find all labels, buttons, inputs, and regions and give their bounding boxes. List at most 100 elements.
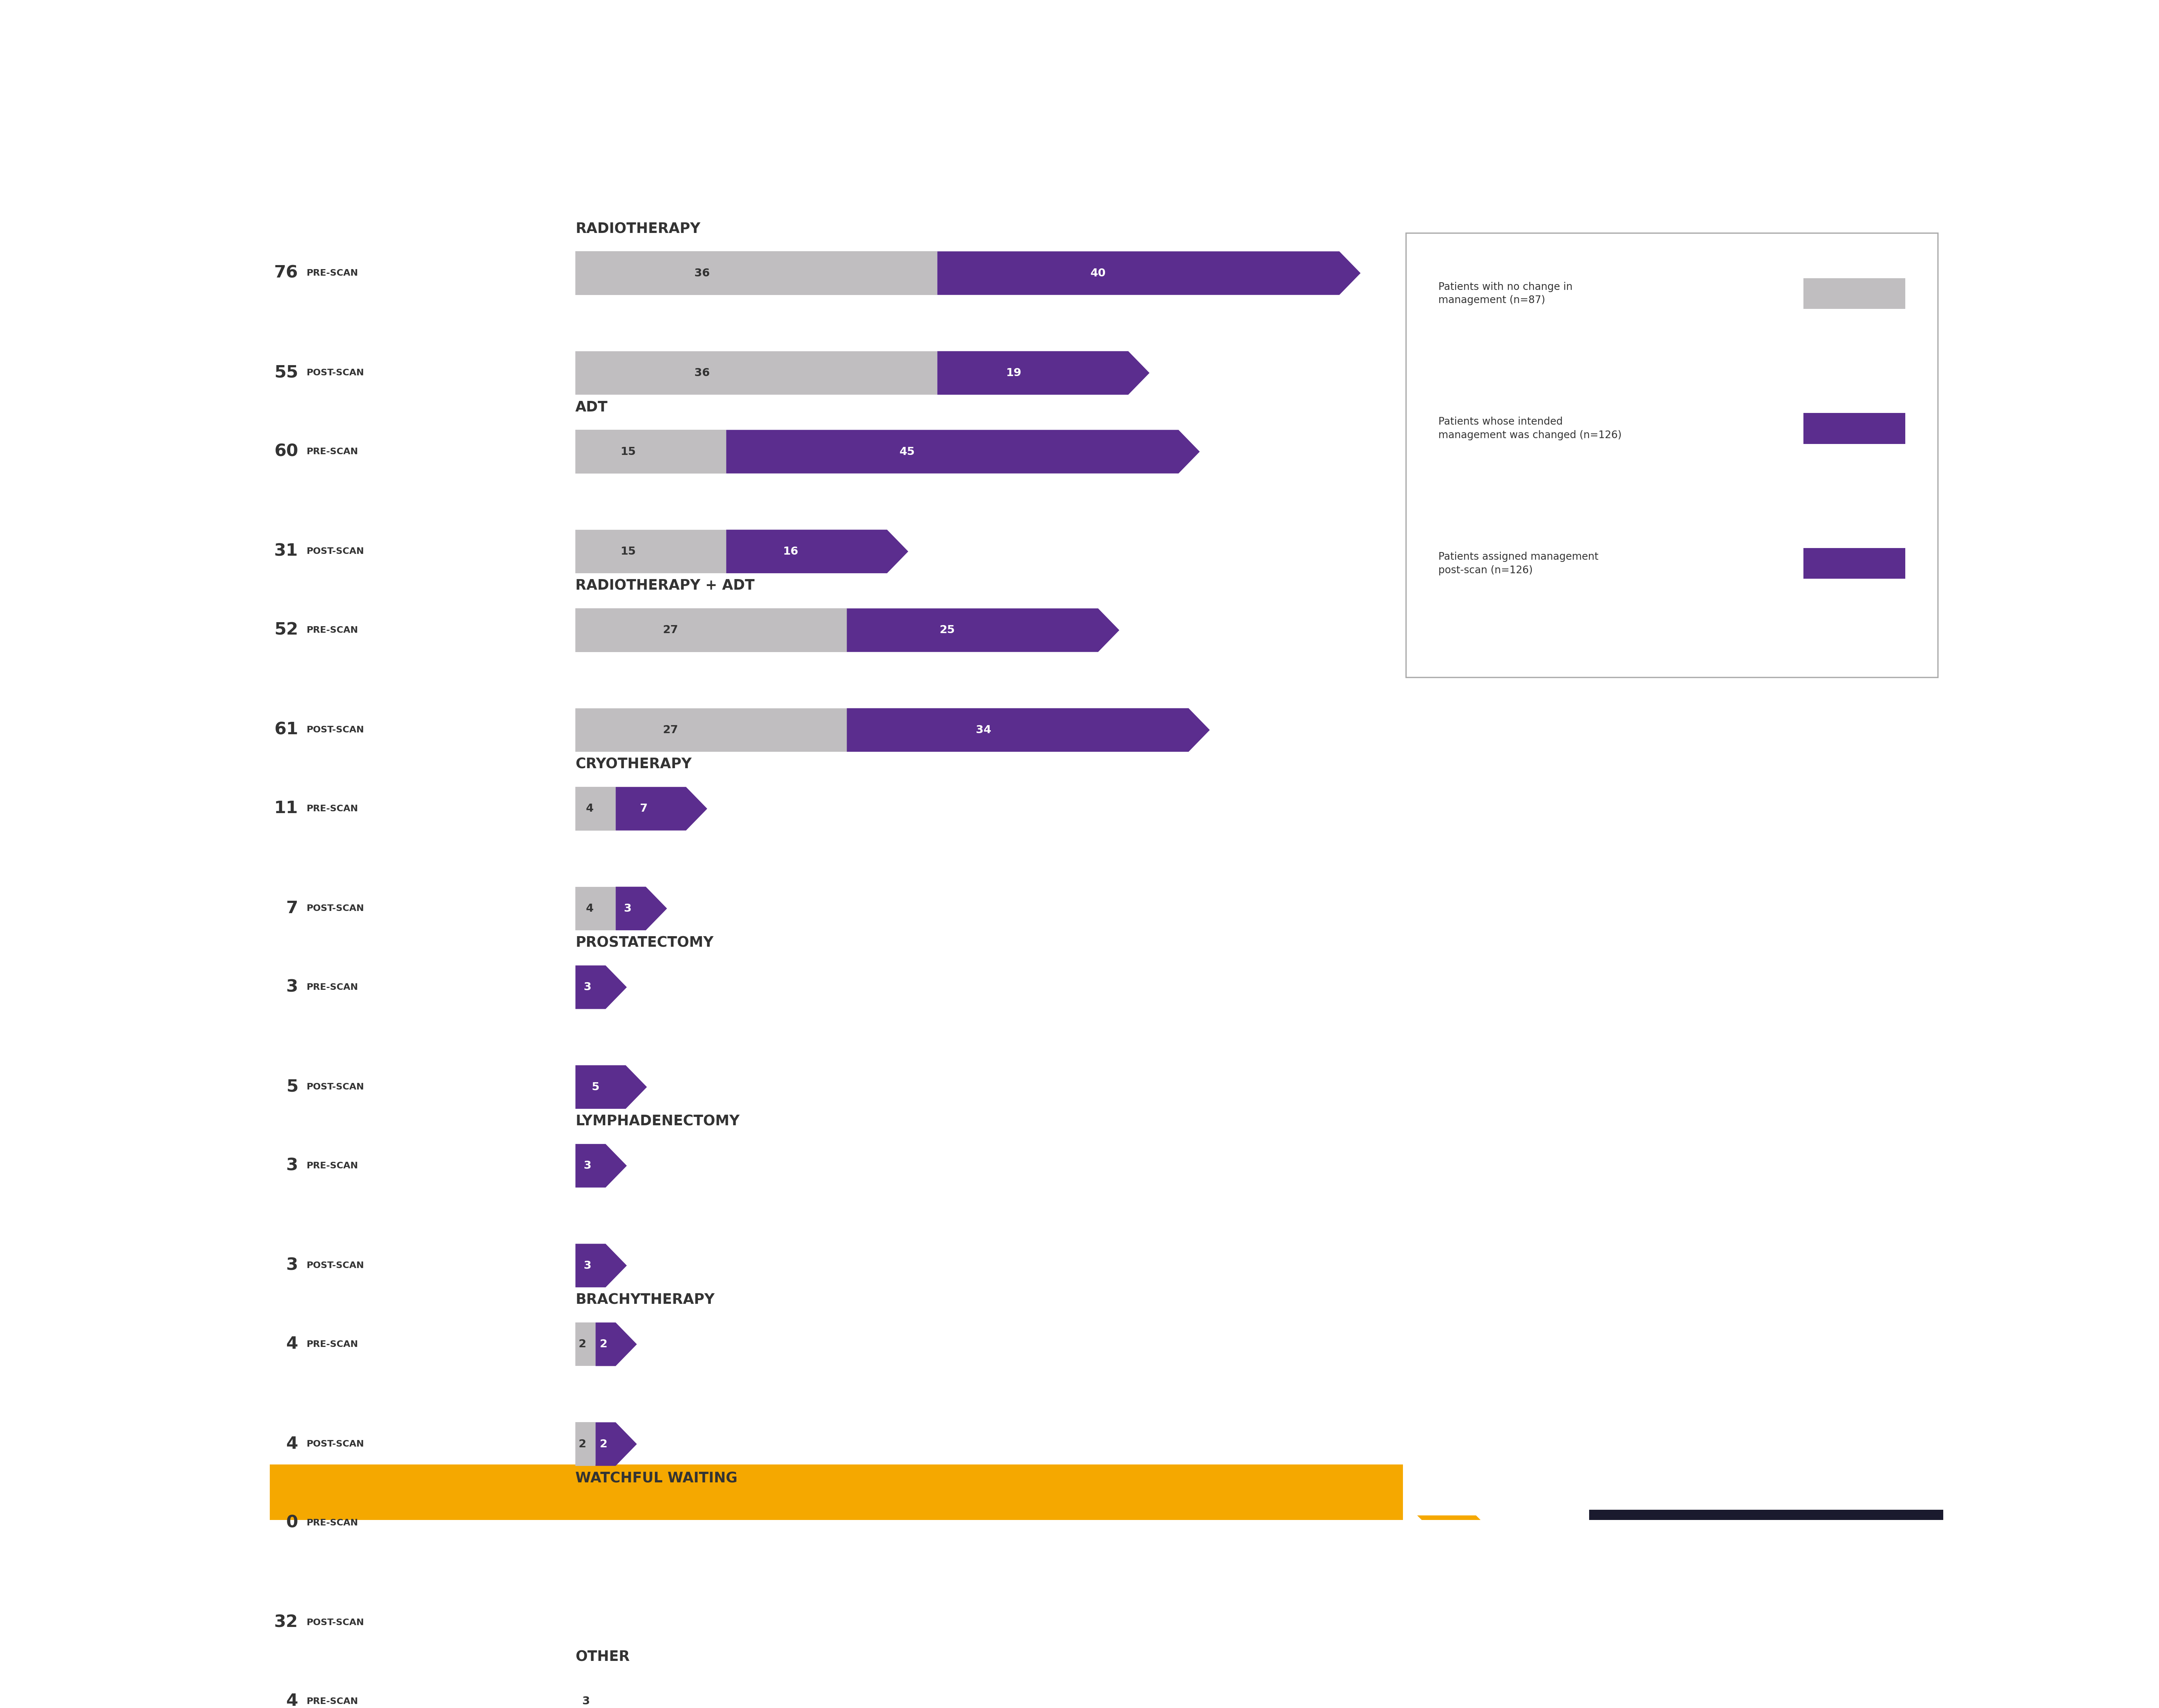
Polygon shape bbox=[846, 608, 1118, 652]
Text: 25: 25 bbox=[939, 625, 954, 635]
Text: 16: 16 bbox=[784, 547, 799, 557]
Text: ADT: ADT bbox=[576, 401, 609, 415]
Text: PRE-SCAN: PRE-SCAN bbox=[307, 1161, 358, 1170]
Text: 27: 27 bbox=[663, 724, 678, 734]
Text: 55: 55 bbox=[274, 366, 298, 381]
Polygon shape bbox=[615, 787, 708, 830]
Polygon shape bbox=[937, 251, 1360, 295]
Text: 61: 61 bbox=[274, 722, 298, 738]
Polygon shape bbox=[596, 1423, 637, 1465]
Bar bbox=[270, 1464, 1403, 1670]
Text: 7: 7 bbox=[639, 803, 648, 815]
Text: POST-SCAN: POST-SCAN bbox=[307, 1261, 365, 1271]
Text: 7: 7 bbox=[287, 900, 298, 917]
Bar bbox=[576, 709, 846, 752]
Text: RADIOTHERAPY: RADIOTHERAPY bbox=[576, 222, 700, 236]
Text: 4: 4 bbox=[585, 904, 594, 914]
Text: 76: 76 bbox=[274, 265, 298, 282]
Text: 31: 31 bbox=[274, 543, 298, 560]
Text: 1: 1 bbox=[607, 1696, 613, 1706]
Polygon shape bbox=[1416, 1515, 1567, 1696]
Text: PRE-SCAN: PRE-SCAN bbox=[307, 625, 358, 635]
Text: 2: 2 bbox=[600, 1438, 607, 1450]
Text: 19: 19 bbox=[1006, 367, 1021, 377]
Text: BRACHYTHERAPY: BRACHYTHERAPY bbox=[576, 1293, 715, 1307]
Text: 3: 3 bbox=[624, 904, 633, 914]
Bar bbox=[576, 251, 937, 295]
Text: 4: 4 bbox=[287, 1336, 298, 1353]
Text: 2: 2 bbox=[579, 1438, 587, 1450]
Bar bbox=[576, 787, 615, 830]
Text: POST-SCAN: POST-SCAN bbox=[307, 1440, 365, 1448]
Text: 3: 3 bbox=[287, 1257, 298, 1274]
Bar bbox=[576, 608, 846, 652]
Text: Patients assigned management
post-scan (n=126): Patients assigned management post-scan (… bbox=[1438, 552, 1598, 576]
Polygon shape bbox=[576, 1243, 626, 1288]
Text: 3: 3 bbox=[287, 979, 298, 996]
Polygon shape bbox=[937, 352, 1149, 395]
Text: PRE-SCAN: PRE-SCAN bbox=[307, 982, 358, 992]
Text: PRE-SCAN: PRE-SCAN bbox=[307, 1339, 358, 1349]
Text: 36: 36 bbox=[695, 367, 710, 377]
Polygon shape bbox=[725, 430, 1200, 473]
Text: 4: 4 bbox=[287, 1436, 298, 1452]
Polygon shape bbox=[576, 965, 626, 1009]
Text: POST-SCAN: POST-SCAN bbox=[307, 369, 365, 377]
Text: WATCHFUL WAITING: WATCHFUL WAITING bbox=[576, 1472, 738, 1486]
Bar bbox=[1803, 278, 1904, 309]
Text: 36: 36 bbox=[695, 268, 710, 278]
Text: POST-SCAN: POST-SCAN bbox=[307, 726, 365, 734]
Text: 5: 5 bbox=[592, 1081, 600, 1093]
Bar bbox=[576, 430, 725, 473]
Text: 32: 32 bbox=[697, 1617, 712, 1628]
Text: 3: 3 bbox=[583, 1160, 592, 1172]
Text: 40: 40 bbox=[1090, 268, 1105, 278]
Bar bbox=[576, 886, 615, 931]
Text: PROSTATECTOMY: PROSTATECTOMY bbox=[576, 936, 715, 950]
Text: CRYOTHERAPY: CRYOTHERAPY bbox=[576, 758, 691, 772]
Text: 3: 3 bbox=[583, 1696, 589, 1706]
Text: 4: 4 bbox=[287, 1693, 298, 1708]
Polygon shape bbox=[725, 529, 909, 574]
Bar bbox=[576, 352, 937, 395]
Bar bbox=[1803, 548, 1904, 579]
Text: 3: 3 bbox=[287, 1158, 298, 1173]
Polygon shape bbox=[846, 709, 1209, 752]
Polygon shape bbox=[605, 1679, 637, 1708]
Text: PRE-SCAN: PRE-SCAN bbox=[307, 1698, 358, 1706]
Text: LYMPHADENECTOMY: LYMPHADENECTOMY bbox=[576, 1115, 741, 1129]
Text: POST-SCAN: POST-SCAN bbox=[307, 1083, 365, 1091]
Text: POST-SCAN: POST-SCAN bbox=[307, 547, 365, 555]
Bar bbox=[576, 1322, 596, 1366]
Bar bbox=[576, 529, 725, 574]
Text: 3: 3 bbox=[583, 982, 592, 992]
Text: PRE-SCAN: PRE-SCAN bbox=[307, 1518, 358, 1527]
Polygon shape bbox=[615, 886, 667, 931]
Text: 52: 52 bbox=[274, 622, 298, 639]
Text: 45: 45 bbox=[900, 446, 915, 458]
Bar bbox=[576, 1423, 596, 1465]
Text: 27: 27 bbox=[663, 625, 678, 635]
Text: PRE-SCAN: PRE-SCAN bbox=[307, 447, 358, 456]
Polygon shape bbox=[576, 1600, 918, 1645]
Text: Patients with no change in
management (n=87): Patients with no change in management (n… bbox=[1438, 282, 1572, 306]
Polygon shape bbox=[576, 1144, 626, 1187]
FancyBboxPatch shape bbox=[1406, 232, 1939, 678]
Text: 32: 32 bbox=[274, 1614, 298, 1631]
Bar bbox=[576, 1679, 605, 1708]
Text: 4: 4 bbox=[585, 803, 594, 815]
Text: 60: 60 bbox=[274, 444, 298, 459]
Text: RADIOTHERAPY + ADT: RADIOTHERAPY + ADT bbox=[576, 579, 756, 593]
Bar bbox=[1803, 413, 1904, 444]
Text: POST-SCAN: POST-SCAN bbox=[307, 904, 365, 912]
Text: POST-SCAN: POST-SCAN bbox=[307, 1617, 365, 1628]
Text: OTHER: OTHER bbox=[576, 1650, 630, 1664]
Text: 2: 2 bbox=[600, 1339, 607, 1349]
Text: 3: 3 bbox=[583, 1261, 592, 1271]
Text: 15: 15 bbox=[620, 446, 637, 458]
Text: PRE-SCAN: PRE-SCAN bbox=[307, 804, 358, 813]
Text: 34: 34 bbox=[976, 724, 991, 734]
Text: Patients whose intended
management was changed (n=126): Patients whose intended management was c… bbox=[1438, 417, 1621, 441]
Text: 15: 15 bbox=[620, 547, 637, 557]
Text: 2: 2 bbox=[579, 1339, 587, 1349]
